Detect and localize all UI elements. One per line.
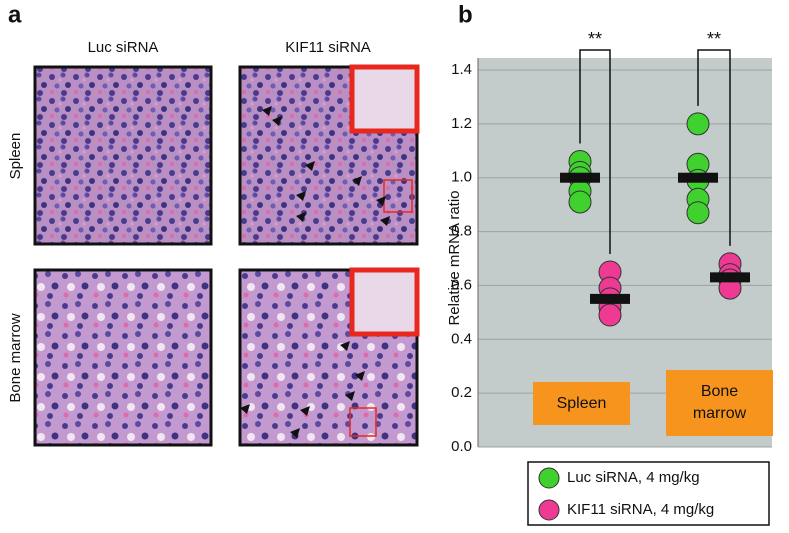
- data-point: [686, 201, 710, 225]
- data-point: [568, 190, 592, 214]
- panel-label: a: [8, 1, 22, 28]
- mean-bar: [590, 293, 630, 304]
- legend-marker: [538, 467, 560, 489]
- mean-bar: [678, 172, 718, 183]
- legend-label: Luc siRNA, 4 mg/kg: [567, 469, 700, 486]
- y-axis-label: Relative mRNA ratio: [446, 190, 463, 325]
- y-tick-label: 0.4: [451, 330, 472, 347]
- y-tick-label: 0.2: [451, 384, 472, 401]
- significance-bracket: [697, 49, 731, 246]
- y-tick-label: 0.0: [451, 438, 472, 455]
- y-tick-label: 0.8: [451, 223, 472, 240]
- y-tick-label: 1.0: [451, 169, 472, 186]
- legend-label: KIF11 siRNA, 4 mg/kg: [567, 501, 714, 518]
- mean-bar: [560, 172, 600, 183]
- legend-marker: [538, 499, 560, 521]
- category-label: Spleen: [533, 382, 630, 425]
- significance-bracket: [579, 49, 611, 254]
- micrographs: [33, 65, 419, 447]
- y-tick-label: 1.4: [451, 61, 472, 78]
- data-point: [686, 112, 710, 136]
- row-label: Bone marrow: [7, 313, 24, 402]
- category-label: Bone marrow: [666, 370, 773, 436]
- y-tick-label: 1.2: [451, 115, 472, 132]
- insets: [349, 64, 420, 437]
- y-tick-label: 0.6: [451, 276, 472, 293]
- mean-bar: [710, 272, 750, 283]
- significance: **: [588, 29, 602, 49]
- significance: **: [707, 29, 721, 49]
- column-label: KIF11 siRNA: [285, 39, 371, 56]
- data-point: [598, 303, 622, 327]
- arrows: [240, 106, 390, 438]
- panel-label: b: [458, 1, 473, 28]
- column-label: Luc siRNA: [88, 39, 159, 56]
- legend-box: [527, 461, 770, 526]
- row-label: Spleen: [7, 133, 24, 180]
